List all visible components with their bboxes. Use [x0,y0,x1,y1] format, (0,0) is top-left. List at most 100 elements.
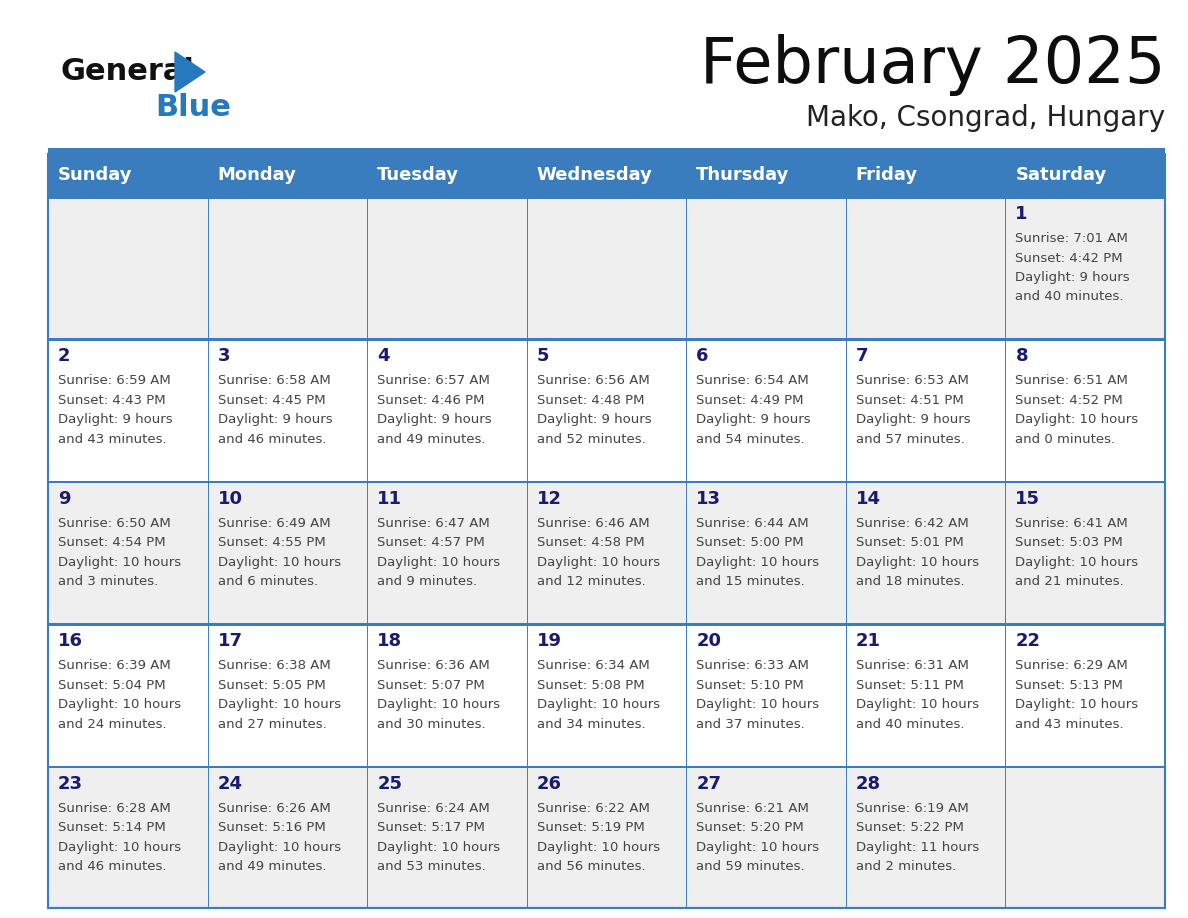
Text: Daylight: 10 hours: Daylight: 10 hours [58,699,181,711]
Text: Friday: Friday [855,166,918,184]
Text: Sunrise: 6:44 AM: Sunrise: 6:44 AM [696,517,809,530]
Text: Daylight: 10 hours: Daylight: 10 hours [58,555,181,569]
Text: Daylight: 11 hours: Daylight: 11 hours [855,841,979,854]
Text: and 15 minutes.: and 15 minutes. [696,576,805,588]
Bar [48,154,1165,908]
Text: Blue: Blue [154,94,230,122]
Text: Sunrise: 6:38 AM: Sunrise: 6:38 AM [217,659,330,672]
Text: Daylight: 10 hours: Daylight: 10 hours [696,841,820,854]
Text: Sunrise: 6:19 AM: Sunrise: 6:19 AM [855,801,968,814]
Text: 10: 10 [217,490,242,508]
Text: Daylight: 9 hours: Daylight: 9 hours [855,413,971,426]
Text: 4: 4 [377,347,390,365]
Text: Monday: Monday [217,166,297,184]
Text: and 53 minutes.: and 53 minutes. [377,860,486,873]
Text: Sunrise: 6:34 AM: Sunrise: 6:34 AM [537,659,650,672]
Text: 27: 27 [696,775,721,792]
Bar [48,154,1165,196]
Text: Sunrise: 6:21 AM: Sunrise: 6:21 AM [696,801,809,814]
Text: Mako, Csongrad, Hungary: Mako, Csongrad, Hungary [805,104,1165,132]
Text: and 30 minutes.: and 30 minutes. [377,718,486,731]
Text: Daylight: 10 hours: Daylight: 10 hours [377,555,500,569]
Text: Sunset: 5:01 PM: Sunset: 5:01 PM [855,536,963,549]
Text: and 24 minutes.: and 24 minutes. [58,718,166,731]
Text: Sunset: 4:54 PM: Sunset: 4:54 PM [58,536,165,549]
Text: Sunrise: 6:57 AM: Sunrise: 6:57 AM [377,375,489,387]
Text: and 43 minutes.: and 43 minutes. [1016,718,1124,731]
Text: Sunrise: 6:53 AM: Sunrise: 6:53 AM [855,375,968,387]
Text: Sunrise: 7:01 AM: Sunrise: 7:01 AM [1016,232,1129,245]
Text: Daylight: 10 hours: Daylight: 10 hours [217,699,341,711]
Text: and 59 minutes.: and 59 minutes. [696,860,805,873]
Text: Sunrise: 6:39 AM: Sunrise: 6:39 AM [58,659,171,672]
Text: and 49 minutes.: and 49 minutes. [377,433,486,446]
Text: 3: 3 [217,347,230,365]
Text: Daylight: 10 hours: Daylight: 10 hours [1016,555,1138,569]
Text: Sunset: 5:22 PM: Sunset: 5:22 PM [855,821,963,834]
Text: and 40 minutes.: and 40 minutes. [855,718,965,731]
Text: Sunrise: 6:22 AM: Sunrise: 6:22 AM [537,801,650,814]
Bar [48,623,1165,766]
Text: Daylight: 10 hours: Daylight: 10 hours [696,699,820,711]
Text: Sunrise: 6:24 AM: Sunrise: 6:24 AM [377,801,489,814]
Text: 22: 22 [1016,633,1041,650]
Text: Sunset: 4:46 PM: Sunset: 4:46 PM [377,394,485,407]
Text: General: General [61,58,194,86]
Text: Daylight: 10 hours: Daylight: 10 hours [377,841,500,854]
Text: Sunset: 5:20 PM: Sunset: 5:20 PM [696,821,804,834]
Text: 12: 12 [537,490,562,508]
Text: Sunset: 5:16 PM: Sunset: 5:16 PM [217,821,326,834]
Text: 14: 14 [855,490,880,508]
Text: 7: 7 [855,347,868,365]
Text: Sunrise: 6:46 AM: Sunrise: 6:46 AM [537,517,650,530]
Text: Sunrise: 6:29 AM: Sunrise: 6:29 AM [1016,659,1129,672]
Text: Daylight: 10 hours: Daylight: 10 hours [1016,413,1138,426]
Text: 23: 23 [58,775,83,792]
Text: Saturday: Saturday [1016,166,1107,184]
Text: Sunset: 5:05 PM: Sunset: 5:05 PM [217,678,326,691]
Text: Sunset: 5:13 PM: Sunset: 5:13 PM [1016,678,1124,691]
Text: and 9 minutes.: and 9 minutes. [377,576,478,588]
Text: Sunrise: 6:26 AM: Sunrise: 6:26 AM [217,801,330,814]
Text: Daylight: 10 hours: Daylight: 10 hours [537,699,659,711]
Text: 5: 5 [537,347,549,365]
Text: Sunset: 5:17 PM: Sunset: 5:17 PM [377,821,485,834]
Bar [48,148,1165,154]
Text: and 34 minutes.: and 34 minutes. [537,718,645,731]
Text: 6: 6 [696,347,709,365]
Text: Sunrise: 6:59 AM: Sunrise: 6:59 AM [58,375,171,387]
Text: and 27 minutes.: and 27 minutes. [217,718,327,731]
Text: and 49 minutes.: and 49 minutes. [217,860,326,873]
Bar [48,196,1165,198]
Bar [48,339,1165,341]
Text: and 46 minutes.: and 46 minutes. [58,860,166,873]
Text: Daylight: 10 hours: Daylight: 10 hours [217,555,341,569]
Text: Daylight: 10 hours: Daylight: 10 hours [537,555,659,569]
Text: Sunset: 5:07 PM: Sunset: 5:07 PM [377,678,485,691]
Text: Daylight: 9 hours: Daylight: 9 hours [217,413,333,426]
Text: Sunset: 4:51 PM: Sunset: 4:51 PM [855,394,963,407]
Text: Sunrise: 6:56 AM: Sunrise: 6:56 AM [537,375,650,387]
Text: and 40 minutes.: and 40 minutes. [1016,290,1124,304]
Text: Daylight: 10 hours: Daylight: 10 hours [377,699,500,711]
Text: and 21 minutes.: and 21 minutes. [1016,576,1124,588]
Text: Sunrise: 6:36 AM: Sunrise: 6:36 AM [377,659,489,672]
Text: 2: 2 [58,347,70,365]
Bar [48,196,1165,339]
Text: Sunset: 4:43 PM: Sunset: 4:43 PM [58,394,165,407]
Text: Daylight: 9 hours: Daylight: 9 hours [537,413,651,426]
Text: 25: 25 [377,775,403,792]
Bar [48,766,1165,768]
Text: Daylight: 10 hours: Daylight: 10 hours [537,841,659,854]
Text: 15: 15 [1016,490,1041,508]
Text: and 46 minutes.: and 46 minutes. [217,433,326,446]
Text: Sunrise: 6:33 AM: Sunrise: 6:33 AM [696,659,809,672]
Text: Daylight: 9 hours: Daylight: 9 hours [1016,271,1130,284]
Text: Daylight: 10 hours: Daylight: 10 hours [58,841,181,854]
Text: Daylight: 9 hours: Daylight: 9 hours [696,413,811,426]
Text: Sunrise: 6:41 AM: Sunrise: 6:41 AM [1016,517,1129,530]
Text: Sunset: 5:14 PM: Sunset: 5:14 PM [58,821,166,834]
Text: Daylight: 10 hours: Daylight: 10 hours [1016,699,1138,711]
Text: Sunrise: 6:42 AM: Sunrise: 6:42 AM [855,517,968,530]
Text: Sunrise: 6:31 AM: Sunrise: 6:31 AM [855,659,968,672]
